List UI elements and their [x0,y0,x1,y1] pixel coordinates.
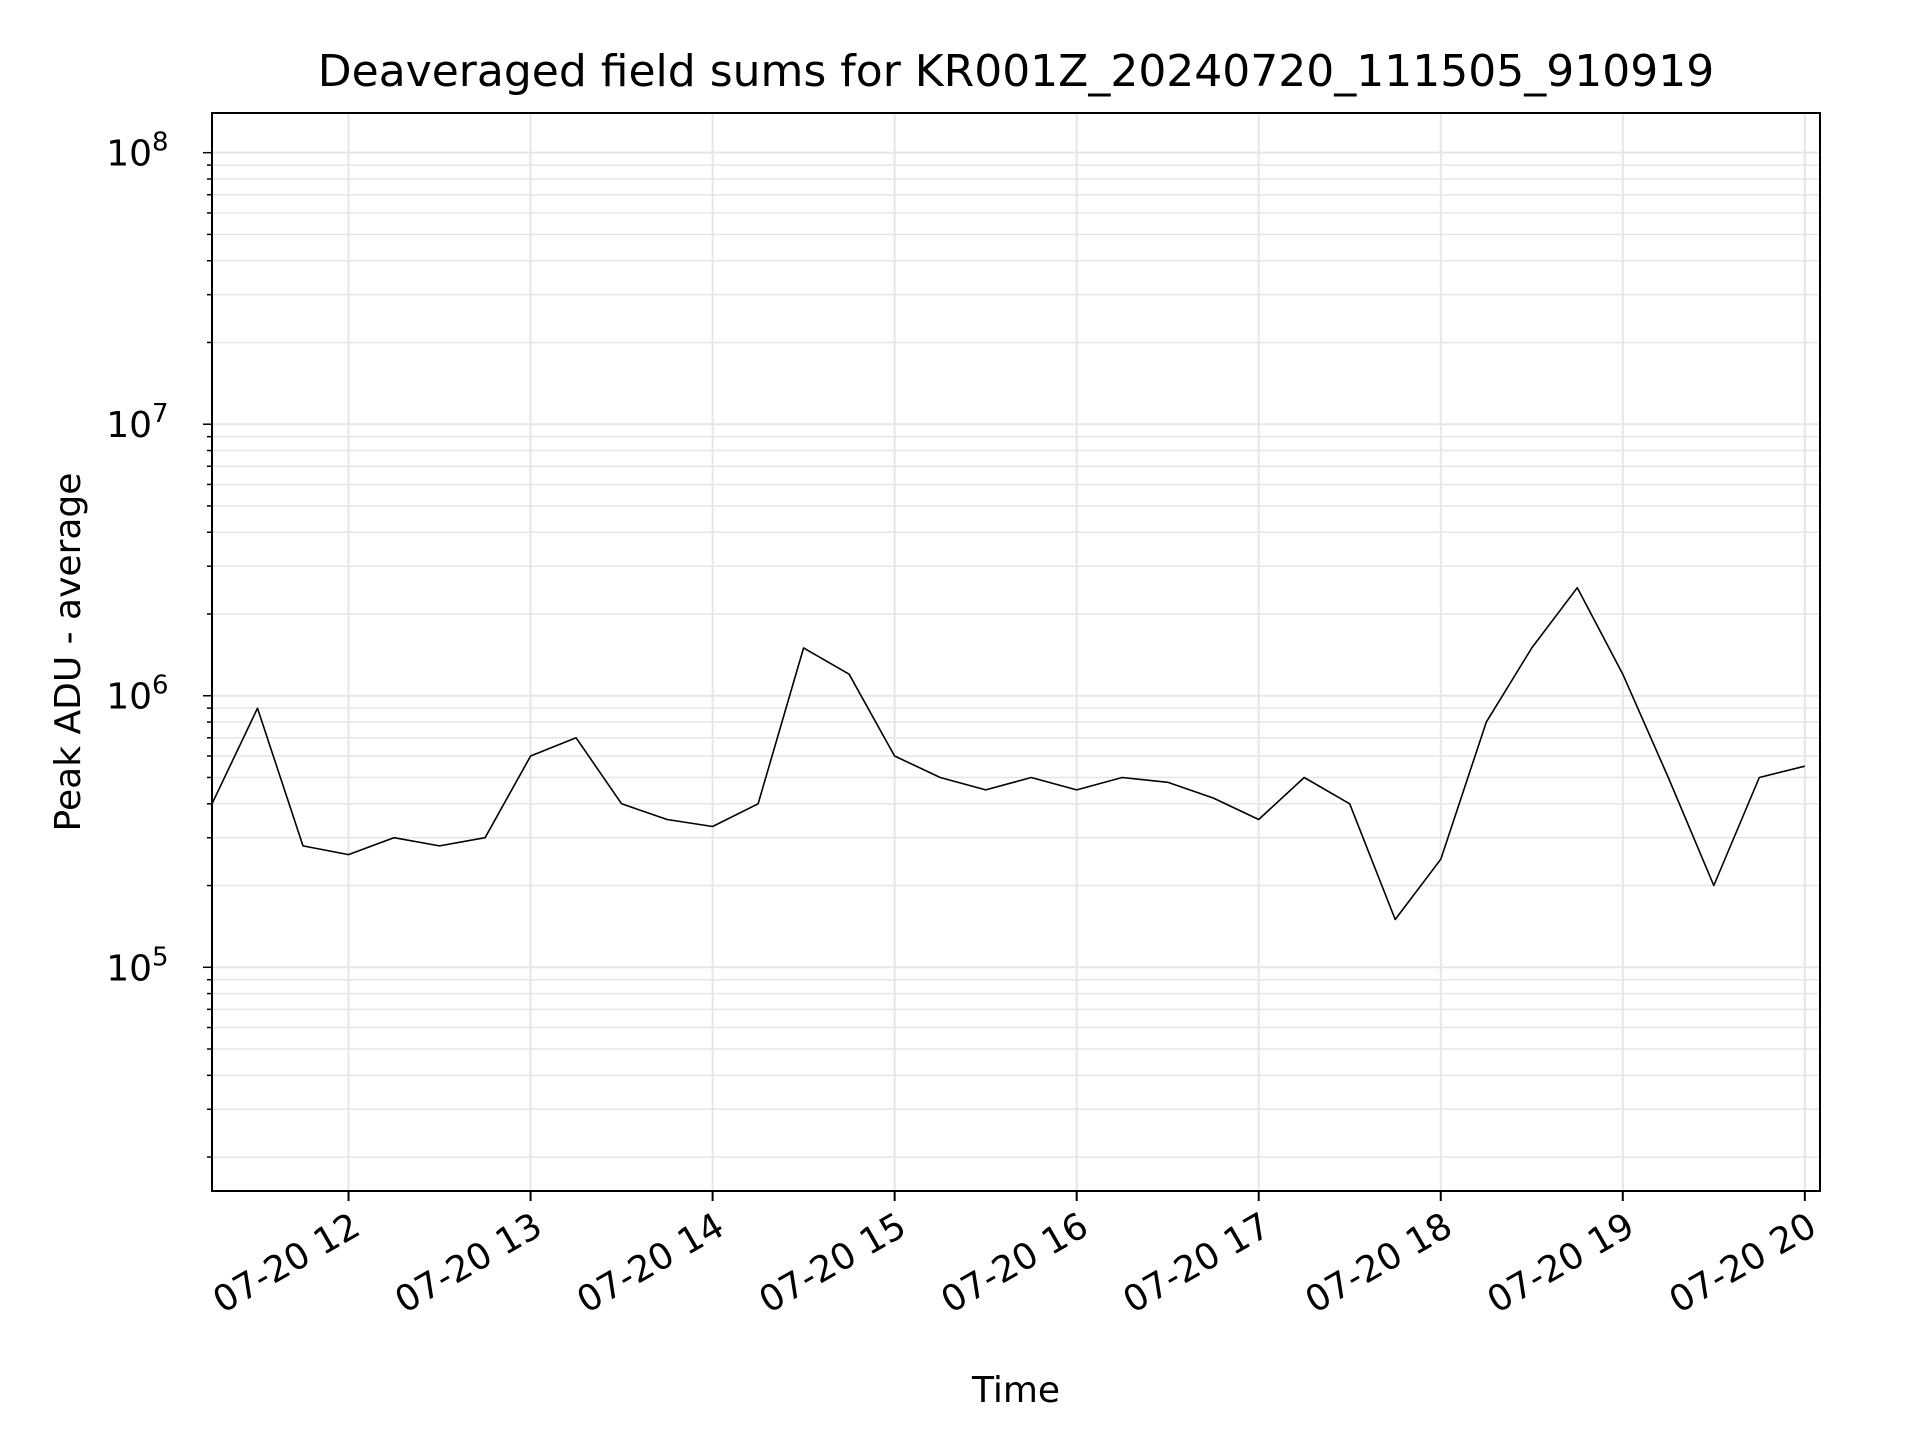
grid [212,113,1820,1191]
y-axis-label: Peak ADU - average [48,473,89,832]
y-tick-exponent: 6 [152,671,169,701]
y-tick-exponent: 7 [152,399,169,429]
series-layer [211,586,1805,921]
y-tick-label: 10 [106,405,152,446]
y-tick-exponent: 5 [152,942,169,972]
plot-frame [211,112,1821,1192]
chart-title: Deaveraged field sums for KR001Z_2024072… [318,46,1714,97]
y-tick-label: 10 [106,134,152,175]
x-axis-label: Time [971,1370,1060,1411]
y-tick-label: 10 [106,948,152,989]
series-line [211,586,1805,921]
y-tick-exponent: 8 [152,128,169,158]
y-tick-label: 10 [106,677,152,718]
